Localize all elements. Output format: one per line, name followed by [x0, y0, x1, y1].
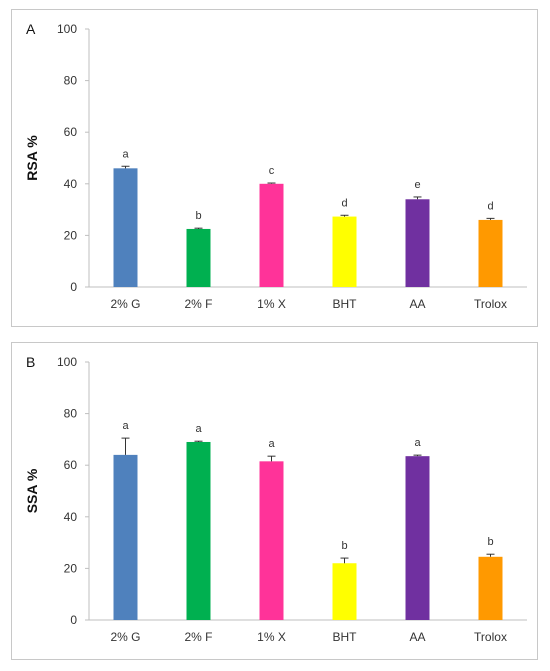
y-tick-label: 0 [70, 280, 77, 294]
significance-label: b [487, 536, 493, 548]
significance-label: e [414, 179, 420, 191]
x-tick-label: AA [409, 297, 425, 311]
bar-bht [332, 563, 357, 620]
x-tick-label: 2% F [184, 297, 212, 311]
y-tick-label: 80 [64, 407, 78, 421]
y-tick-label: 60 [64, 458, 78, 472]
significance-label: a [122, 420, 129, 432]
chart-panel-b: B SSA % 0 20 40 60 80 100 a 2% G a 2% F a 1% X b BHT a AA… [11, 342, 538, 660]
x-tick-label: AA [409, 630, 425, 644]
bar-2-g [113, 168, 138, 287]
significance-label: c [269, 165, 275, 177]
bar-bht [332, 216, 357, 287]
y-axis-label: SSA % [24, 468, 40, 513]
significance-label: d [341, 197, 347, 209]
significance-label: d [487, 200, 493, 212]
y-tick-label: 20 [64, 561, 78, 575]
bar-chart-b: B SSA % 0 20 40 60 80 100 a 2% G a 2% F a 1% X b BHT a AA… [24, 354, 527, 644]
bar-trolox [478, 556, 503, 620]
y-tick-label: 60 [64, 125, 78, 139]
y-tick-label: 80 [64, 74, 78, 88]
x-tick-label: 2% G [110, 297, 140, 311]
bar-2-f [186, 228, 211, 287]
chart-panel-a: A RSA % 0 20 40 60 80 100 a 2% G b 2% F c 1% X d BHT e AA… [11, 9, 538, 327]
y-tick-label: 40 [64, 510, 78, 524]
significance-label: b [195, 210, 201, 222]
y-tick-label: 20 [64, 228, 78, 242]
x-tick-label: Trolox [474, 297, 507, 311]
y-tick-label: 100 [57, 22, 77, 36]
panel-label: B [26, 354, 35, 370]
x-tick-label: 2% F [184, 630, 212, 644]
bar-aa [405, 456, 430, 620]
significance-label: b [341, 540, 347, 552]
x-tick-label: Trolox [474, 630, 507, 644]
significance-label: a [268, 438, 275, 450]
significance-label: a [122, 148, 129, 160]
bar-trolox [478, 219, 503, 287]
y-tick-label: 100 [57, 355, 77, 369]
bar-2-f [186, 441, 211, 620]
y-axis-label: RSA % [24, 135, 40, 181]
significance-label: a [195, 423, 202, 435]
bar-1-x [259, 461, 284, 620]
panel-label: A [26, 21, 36, 37]
bar-1-x [259, 183, 284, 287]
x-tick-label: 1% X [257, 297, 286, 311]
x-tick-label: 2% G [110, 630, 140, 644]
bar-2-g [113, 454, 138, 620]
y-tick-label: 0 [70, 613, 77, 627]
x-tick-label: 1% X [257, 630, 286, 644]
y-tick-label: 40 [64, 177, 78, 191]
significance-label: a [414, 437, 421, 449]
x-tick-label: BHT [333, 630, 358, 644]
bar-aa [405, 199, 430, 287]
x-tick-label: BHT [333, 297, 358, 311]
bar-chart-a: A RSA % 0 20 40 60 80 100 a 2% G b 2% F c 1% X d BHT e AA… [24, 21, 527, 311]
